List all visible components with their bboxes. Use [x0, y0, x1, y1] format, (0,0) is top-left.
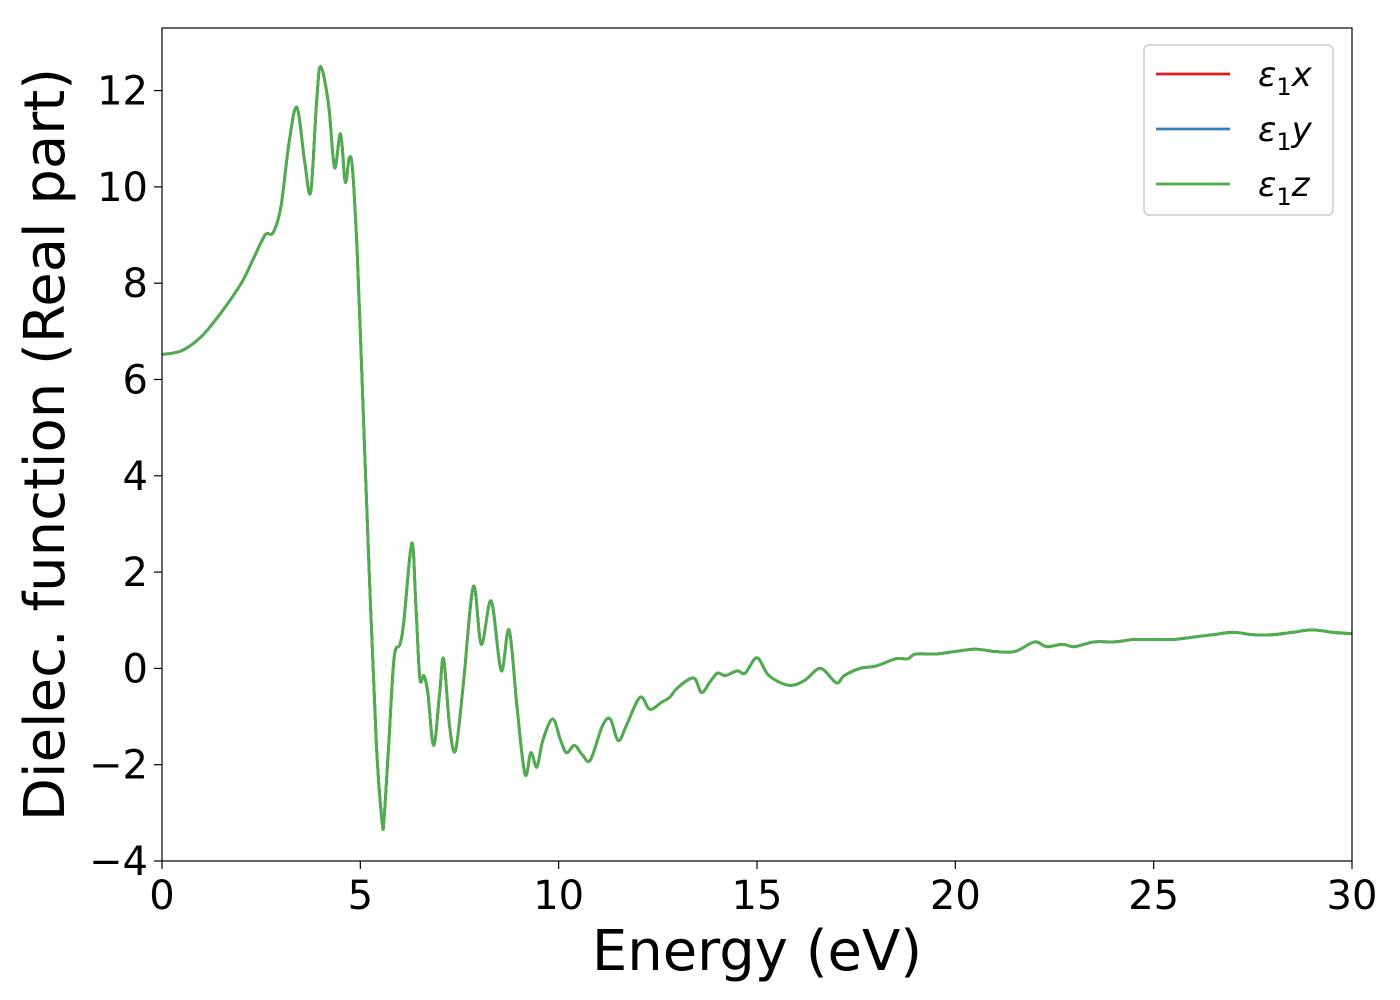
y-tick-label: 8	[123, 261, 148, 307]
y-tick-label: 2	[123, 550, 148, 596]
x-tick-label: 0	[149, 873, 174, 919]
series-layer	[162, 65, 1352, 831]
y-axis-label: Dielec. function (Real part)	[13, 68, 78, 821]
legend-entry: ε1y	[1258, 110, 1313, 156]
x-tick-label: 15	[732, 873, 783, 919]
series-line-2	[162, 65, 1352, 831]
legend-symbol: ε	[1258, 55, 1276, 95]
legend-axis: z	[1291, 165, 1311, 205]
x-axis: 0 5 10 15 20 25 30	[149, 861, 1377, 919]
x-tick-label: 10	[533, 873, 584, 919]
y-axis: −4 −2 0 2 4 6 8 10 12	[89, 69, 162, 885]
legend-subscript: 1	[1276, 73, 1291, 101]
legend-subscript: 1	[1276, 128, 1291, 156]
y-tick-label: 12	[97, 69, 148, 115]
x-axis-label: Energy (eV)	[592, 919, 922, 984]
y-tick-label: 10	[97, 165, 148, 211]
legend-axis: y	[1291, 110, 1313, 150]
y-tick-label: 0	[123, 646, 148, 692]
legend-entry: ε1x	[1258, 55, 1313, 101]
legend-symbol: ε	[1258, 110, 1276, 150]
y-tick-label: 4	[123, 454, 148, 500]
y-tick-label: 6	[123, 357, 148, 403]
x-tick-label: 5	[348, 873, 373, 919]
legend-entry: ε1z	[1258, 165, 1311, 211]
legend-subscript: 1	[1276, 183, 1291, 211]
legend-axis: x	[1291, 55, 1313, 95]
y-tick-label: −4	[89, 839, 148, 885]
x-tick-label: 30	[1327, 873, 1378, 919]
x-tick-label: 20	[930, 873, 981, 919]
y-tick-label: −2	[89, 743, 148, 789]
legend-symbol: ε	[1258, 165, 1276, 205]
legend-box	[1143, 44, 1334, 216]
x-tick-label: 25	[1128, 873, 1179, 919]
